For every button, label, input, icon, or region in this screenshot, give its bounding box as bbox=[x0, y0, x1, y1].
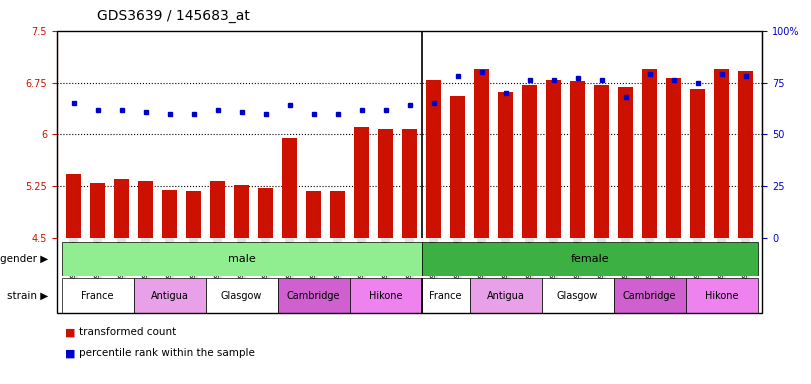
Bar bbox=[354, 127, 369, 238]
Bar bbox=[689, 89, 706, 238]
Bar bbox=[90, 183, 105, 238]
Bar bbox=[66, 174, 81, 238]
Text: Antigua: Antigua bbox=[487, 291, 525, 301]
Text: female: female bbox=[570, 254, 609, 264]
Bar bbox=[666, 78, 681, 238]
Text: GDS3639 / 145683_at: GDS3639 / 145683_at bbox=[97, 9, 251, 23]
Bar bbox=[62, 278, 134, 313]
Bar bbox=[350, 278, 422, 313]
Text: Glasgow: Glasgow bbox=[557, 291, 599, 301]
Bar bbox=[614, 278, 685, 313]
Bar bbox=[685, 278, 757, 313]
Bar bbox=[570, 81, 586, 238]
Bar bbox=[474, 69, 489, 238]
Text: Hikone: Hikone bbox=[705, 291, 738, 301]
Bar bbox=[281, 138, 298, 238]
Bar bbox=[422, 242, 757, 276]
Bar bbox=[498, 91, 513, 238]
Text: percentile rank within the sample: percentile rank within the sample bbox=[79, 348, 255, 358]
Bar bbox=[205, 278, 277, 313]
Text: gender ▶: gender ▶ bbox=[1, 254, 49, 264]
Bar bbox=[450, 96, 466, 238]
Text: transformed count: transformed count bbox=[79, 327, 177, 337]
Bar bbox=[330, 191, 345, 238]
Bar bbox=[470, 278, 542, 313]
Text: Hikone: Hikone bbox=[369, 291, 402, 301]
Bar bbox=[426, 81, 441, 238]
Bar bbox=[738, 71, 753, 238]
Text: France: France bbox=[429, 291, 461, 301]
Bar bbox=[642, 69, 658, 238]
Bar bbox=[161, 190, 178, 238]
Text: France: France bbox=[81, 291, 114, 301]
Bar bbox=[546, 81, 561, 238]
Bar bbox=[234, 185, 249, 238]
Text: Cambridge: Cambridge bbox=[623, 291, 676, 301]
Bar bbox=[134, 278, 205, 313]
Bar bbox=[714, 69, 729, 238]
Text: male: male bbox=[228, 254, 255, 264]
Text: Glasgow: Glasgow bbox=[221, 291, 262, 301]
Bar bbox=[306, 191, 321, 238]
Bar bbox=[277, 278, 350, 313]
Bar bbox=[210, 181, 225, 238]
Bar bbox=[521, 84, 538, 238]
Text: Antigua: Antigua bbox=[151, 291, 188, 301]
Text: ■: ■ bbox=[65, 327, 75, 337]
Bar bbox=[401, 129, 418, 238]
Text: strain ▶: strain ▶ bbox=[7, 291, 49, 301]
Bar bbox=[422, 278, 470, 313]
Bar bbox=[62, 242, 422, 276]
Bar bbox=[138, 181, 153, 238]
Bar bbox=[258, 188, 273, 238]
Text: Cambridge: Cambridge bbox=[287, 291, 341, 301]
Bar bbox=[186, 191, 201, 238]
Bar bbox=[594, 84, 609, 238]
Bar bbox=[618, 88, 633, 238]
Bar bbox=[542, 278, 614, 313]
Bar bbox=[114, 179, 130, 238]
Text: ■: ■ bbox=[65, 348, 75, 358]
Bar bbox=[378, 129, 393, 238]
